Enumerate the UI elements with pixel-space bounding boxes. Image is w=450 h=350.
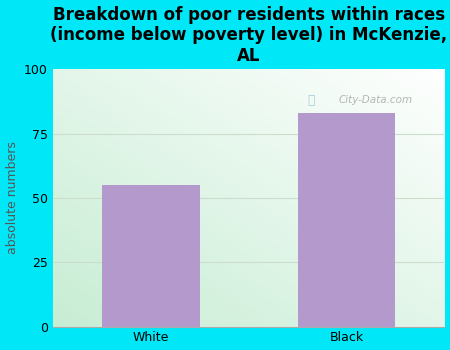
Title: Breakdown of poor residents within races
(income below poverty level) in McKenzi: Breakdown of poor residents within races… [50,6,447,65]
Text: City-Data.com: City-Data.com [339,95,413,105]
Text: ⓘ: ⓘ [307,94,315,107]
Y-axis label: absolute numbers: absolute numbers [5,142,18,254]
Bar [102,185,200,327]
Bar [297,113,396,327]
